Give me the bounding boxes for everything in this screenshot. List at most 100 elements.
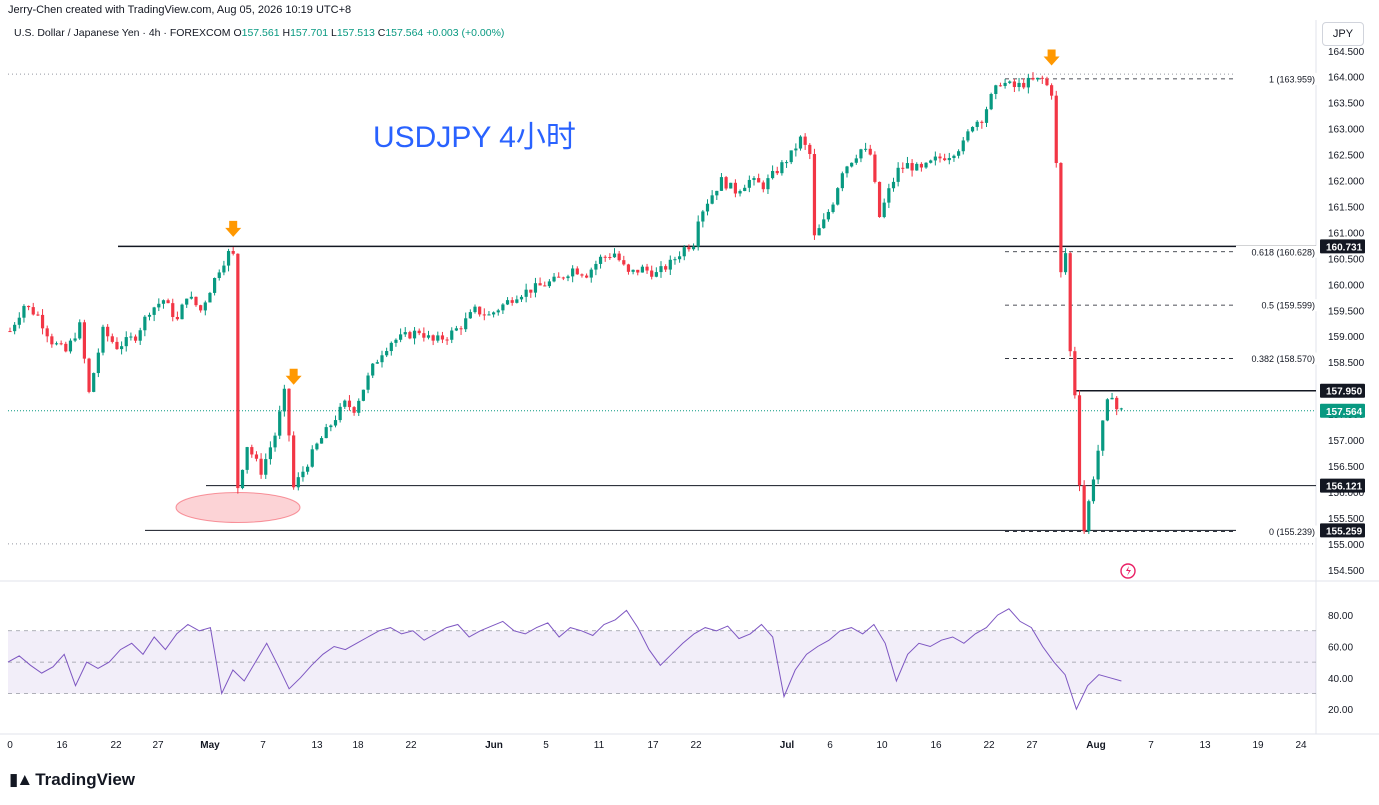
candle-body (505, 300, 510, 305)
time-tick-label: 7 (1148, 740, 1154, 751)
candle-body (715, 190, 719, 196)
time-tick-label: 13 (311, 740, 323, 751)
candle-body (812, 154, 817, 236)
candle-body (515, 299, 519, 303)
chart-title: USDJPY 4小时 (373, 121, 576, 154)
high-label: H (282, 27, 291, 39)
rsi-tick-label: 40.00 (1328, 674, 1353, 685)
candle-body (771, 170, 775, 179)
candle-body (845, 166, 849, 174)
candle-body (701, 211, 705, 222)
change-value: +0.003 (+0.00%) (426, 27, 505, 39)
candle-body (1022, 82, 1026, 88)
candle-body (282, 388, 286, 412)
candle-body (22, 305, 26, 318)
candle-body (273, 435, 277, 448)
candle-body (798, 136, 803, 149)
candle-body (566, 276, 570, 279)
price-tick-label: 160.500 (1328, 254, 1365, 265)
candle-body (50, 336, 54, 345)
price-tick-label: 159.000 (1328, 332, 1365, 343)
support-zone-ellipse (175, 492, 301, 524)
price-tick-label: 154.500 (1328, 566, 1365, 577)
time-tick-label: 0 (7, 740, 13, 751)
candle-body (664, 266, 668, 270)
price-tick-label: 155.000 (1328, 540, 1365, 551)
candle-body (691, 246, 696, 250)
candle-body (980, 121, 984, 123)
time-tick-label: 27 (1026, 740, 1038, 751)
candle-body (678, 256, 682, 260)
candle-body (496, 310, 500, 313)
candle-body (110, 336, 114, 342)
candle-body (882, 202, 886, 218)
fib-label-bg (1236, 72, 1322, 85)
high-value: 157.701 (290, 27, 329, 39)
candle-body (1068, 253, 1072, 352)
level-price-badge (1320, 383, 1365, 398)
candle-body (1087, 501, 1091, 532)
candle-body (329, 425, 333, 428)
candle-body (1091, 479, 1096, 502)
candle-body (1026, 77, 1030, 88)
fib-label-bg (1236, 245, 1322, 258)
price-tick-label: 163.000 (1328, 125, 1365, 136)
candle-body (761, 182, 765, 190)
down-arrow-marker-icon (285, 368, 302, 385)
candle-body (817, 228, 821, 236)
candle-body (412, 330, 417, 339)
time-tick-label: 5 (543, 740, 549, 751)
candle-body (68, 340, 73, 352)
candle-body (403, 332, 407, 335)
candle-body (510, 300, 514, 303)
candle-body (901, 167, 905, 169)
price-tick-label: 156.500 (1328, 462, 1365, 473)
candle-body (612, 253, 617, 258)
candle-body (1077, 395, 1082, 486)
tradingview-logo[interactable]: ▮▲ TradingView (9, 770, 135, 790)
candle-body (217, 272, 221, 278)
price-chart[interactable]: 1 (163.959) 0.618 (160.628) 0.5 (159.599) 0… (0, 0, 1379, 760)
candle-body (682, 247, 686, 257)
level-price-label: 155.259 (1326, 526, 1363, 537)
low-label: L (330, 27, 337, 39)
candle-body (938, 156, 942, 159)
candle-body (724, 177, 728, 189)
time-tick-label: 24 (1295, 740, 1307, 751)
candle-body (622, 260, 626, 265)
currency-selector[interactable]: JPY (1322, 22, 1364, 46)
level-price-label: 157.950 (1326, 387, 1363, 398)
candle-body (1059, 163, 1063, 273)
time-tick-label: Jul (780, 740, 795, 751)
candle-body (547, 281, 551, 287)
candle-body (989, 94, 993, 110)
fib-label-bg (1236, 525, 1322, 538)
candle-body (287, 388, 291, 436)
candle-body (1115, 397, 1119, 410)
fib-label-bg (1236, 299, 1322, 312)
candle-body (891, 181, 896, 189)
candle-body (143, 316, 147, 331)
candle-layer (8, 72, 1123, 535)
current-price-label: 157.564 (1326, 407, 1363, 418)
candle-body (133, 336, 138, 341)
close-label: C (377, 27, 386, 39)
time-tick-label: 22 (110, 740, 122, 751)
rsi-tick-label: 80.00 (1328, 611, 1353, 622)
price-tick-label: 164.000 (1328, 73, 1365, 84)
candle-body (910, 163, 914, 171)
candle-body (315, 443, 319, 450)
level-price-label: 156.121 (1326, 482, 1363, 493)
candle-body (78, 322, 82, 339)
candle-body (585, 275, 589, 278)
candle-body (120, 346, 124, 350)
fib-level-label: 0.5 (159.599) (1261, 301, 1315, 311)
candle-body (1008, 81, 1012, 83)
candle-body (96, 352, 100, 374)
candle-body (268, 447, 272, 460)
candle-body (487, 314, 491, 316)
candle-body (668, 259, 672, 270)
candle-body (478, 306, 482, 315)
candle-body (240, 469, 245, 489)
candle-body (873, 154, 877, 182)
